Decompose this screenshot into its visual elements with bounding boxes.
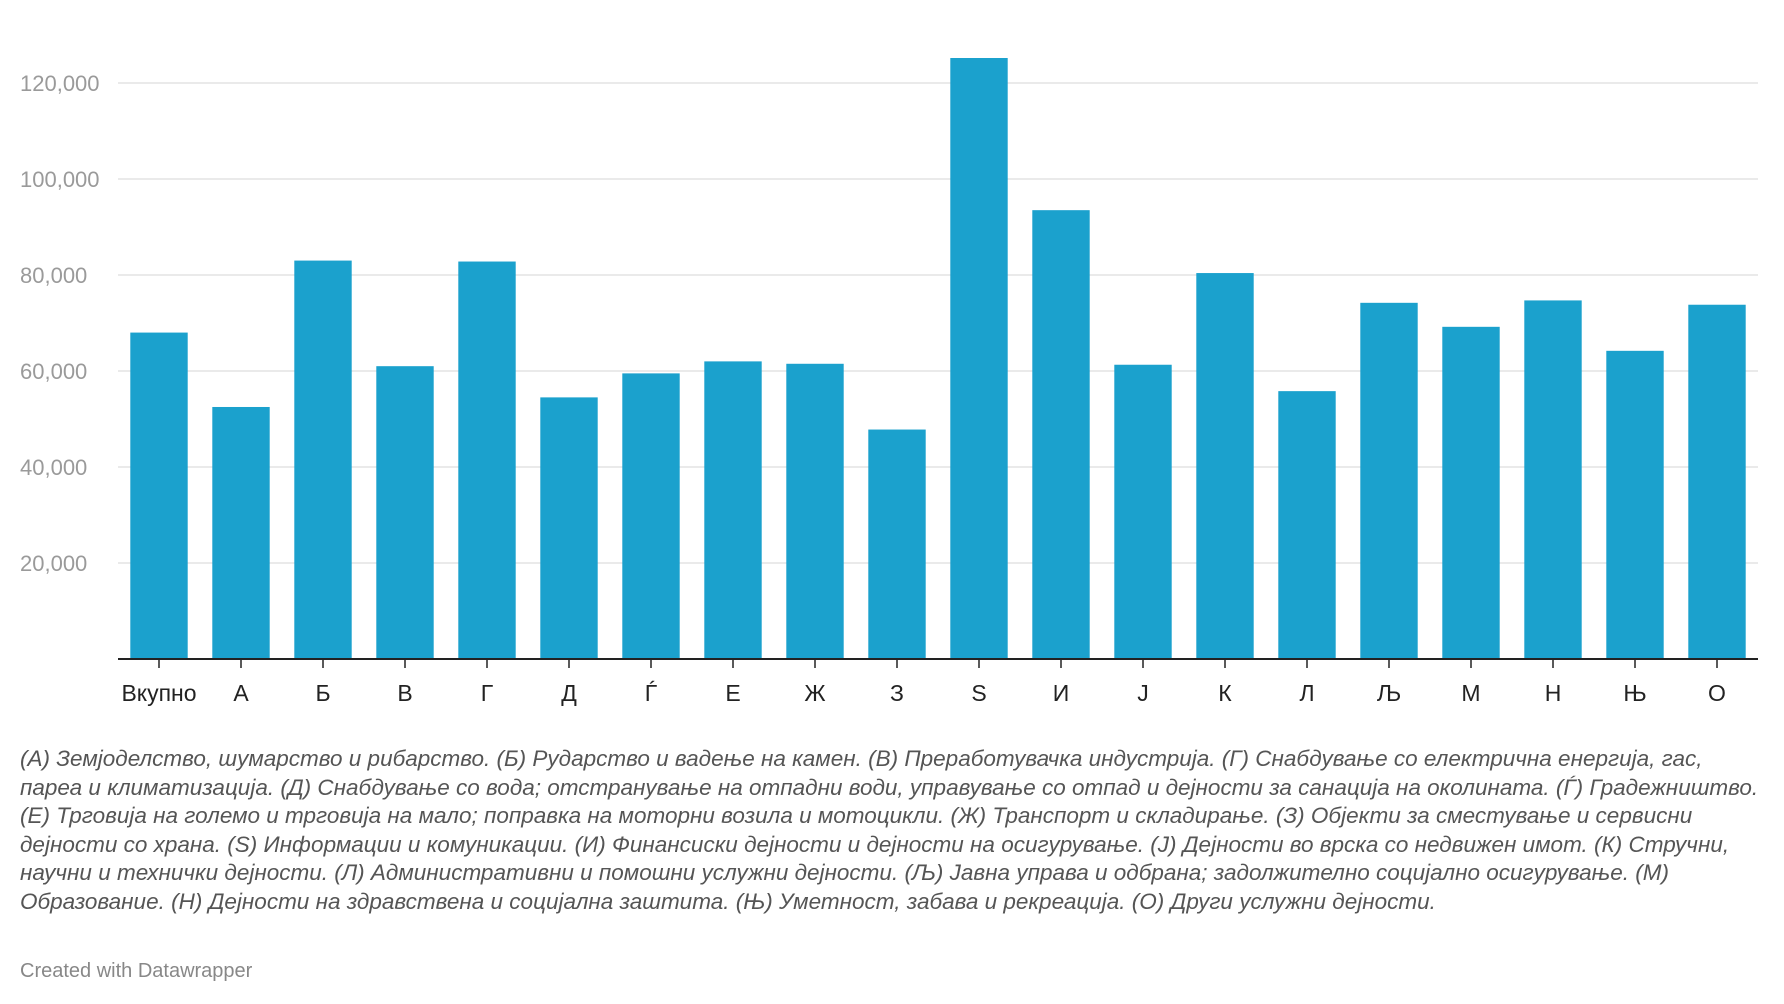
bar: [868, 429, 926, 659]
x-tick-label: И: [1053, 680, 1070, 706]
datawrapper-credit: Created with Datawrapper: [20, 960, 253, 982]
bar: [294, 260, 352, 659]
bar: [786, 363, 844, 659]
bar: [1196, 273, 1254, 659]
x-tick-label: Е: [725, 680, 740, 706]
y-tick-label: 120,000: [20, 71, 100, 96]
y-tick-label: 20,000: [20, 551, 87, 576]
bar: [130, 332, 188, 659]
y-tick-label: 80,000: [20, 263, 87, 288]
bar: [704, 361, 762, 659]
bar: [1278, 391, 1336, 659]
x-tick-label: Г: [481, 680, 494, 706]
x-tick-label: Б: [315, 680, 330, 706]
y-axis-ticks: 20,000 40,000 60,000 80,000 100,000 120,000: [20, 71, 100, 576]
bar: [540, 397, 598, 659]
x-tick-label: Д: [561, 680, 577, 706]
gridlines: [118, 82, 1758, 564]
x-tick-label: З: [890, 680, 904, 706]
x-tick-label: Вкупно: [121, 680, 196, 706]
x-tick-label: Ж: [804, 680, 825, 706]
bar: [212, 406, 270, 659]
bar: [1524, 300, 1582, 659]
bar: [376, 366, 434, 659]
x-tick-label: М: [1461, 680, 1480, 706]
bar: [622, 373, 680, 659]
y-tick-label: 40,000: [20, 455, 87, 480]
x-tick-label: В: [397, 680, 412, 706]
x-tick-label: А: [233, 680, 249, 706]
category-legend-notes: (А) Земјоделство, шумарство и рибарство.…: [20, 746, 1759, 914]
bar: [458, 261, 516, 659]
x-tick-label: S: [971, 680, 986, 706]
bar: [1360, 302, 1418, 659]
y-tick-label: 100,000: [20, 167, 100, 192]
bar: [950, 58, 1008, 659]
x-tick-label: О: [1708, 680, 1726, 706]
y-tick-label: 60,000: [20, 359, 87, 384]
x-tick-label: Л: [1299, 680, 1314, 706]
bar-chart: 20,000 40,000 60,000 80,000 100,000 120,000 В…: [20, 58, 1758, 706]
x-tick-label: Ѓ: [645, 680, 658, 706]
bar: [1114, 364, 1172, 659]
x-tick-label: Н: [1545, 680, 1562, 706]
bar: [1606, 350, 1664, 659]
x-tick-label: К: [1218, 680, 1232, 706]
bars: [130, 58, 1746, 660]
bar: [1032, 210, 1090, 660]
x-axis-ticks: Вкупно А Б В Г Д Ѓ Е Ж З S И Ј К Л Љ М Н Њ О: [121, 659, 1726, 706]
bar: [1442, 326, 1500, 659]
x-tick-label: Ј: [1137, 680, 1149, 706]
x-tick-label: Њ: [1623, 680, 1646, 706]
x-tick-label: Љ: [1377, 680, 1401, 706]
bar: [1688, 304, 1746, 659]
